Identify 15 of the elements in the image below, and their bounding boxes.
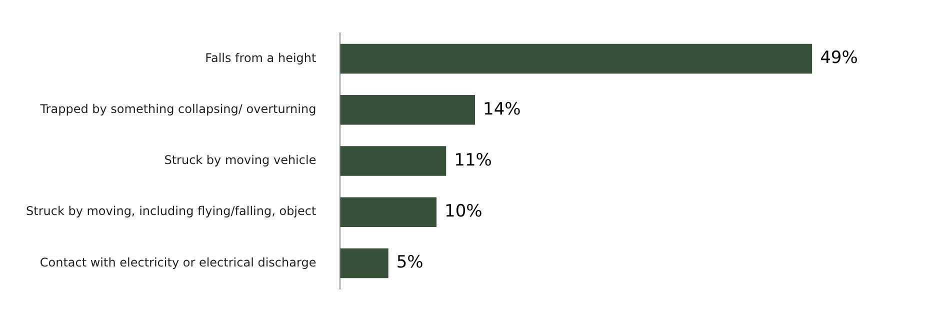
bar [340, 146, 446, 176]
bar [340, 95, 476, 125]
bar [340, 248, 388, 278]
data-label: 49% [820, 48, 858, 68]
y-tick-label: Falls from a height [205, 50, 317, 65]
y-tick-label: Contact with electricity or electrical discharge [40, 255, 316, 270]
data-label: 14% [483, 99, 521, 120]
bar [340, 44, 812, 74]
bar [340, 197, 437, 227]
y-tick-label: Trapped by something collapsing/ overturning [39, 102, 316, 116]
y-tick-label: Struck by moving vehicle [164, 153, 316, 168]
y-tick-label: Struck by moving, including flying/falling, object [26, 204, 316, 218]
data-label: 5% [396, 252, 424, 273]
data-label: 11% [454, 150, 492, 170]
data-label: 10% [444, 202, 482, 222]
